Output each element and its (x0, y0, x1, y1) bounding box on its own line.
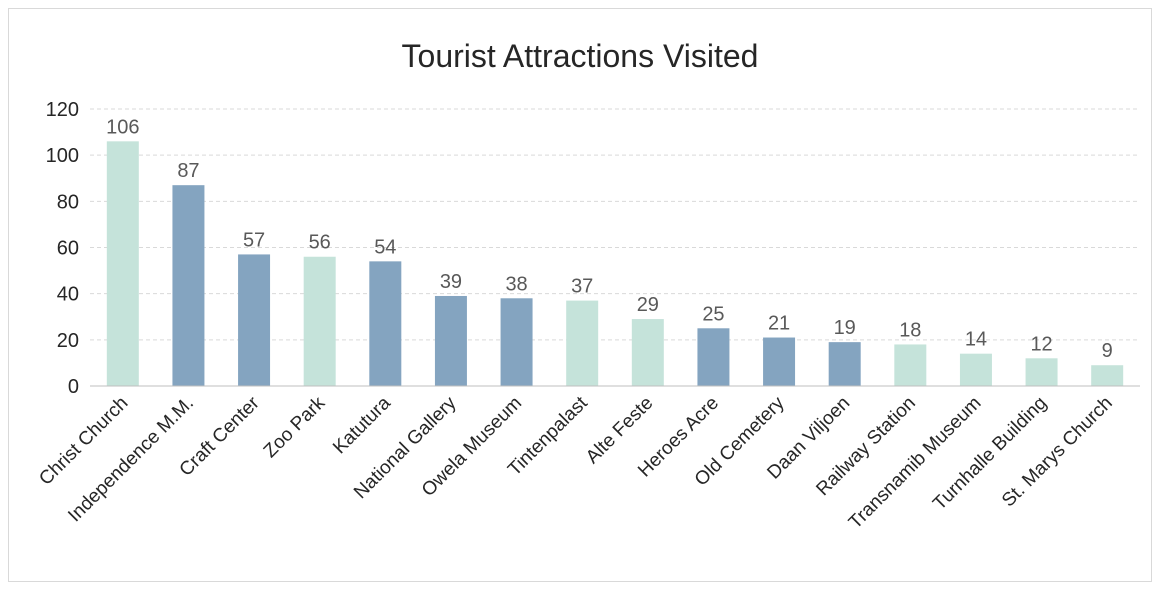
bar (894, 344, 927, 386)
data-label: 19 (834, 317, 856, 339)
bar (303, 256, 336, 386)
bar (172, 185, 205, 386)
bar (500, 298, 533, 386)
y-tick-label: 20 (57, 330, 79, 352)
data-label: 21 (768, 313, 790, 335)
bars (106, 141, 1124, 386)
data-label: 25 (702, 303, 724, 325)
y-tick-label: 120 (46, 99, 79, 121)
chart-title: Tourist Attractions Visited (402, 38, 759, 74)
x-tick-label: Independence M.M. (64, 393, 198, 527)
y-axis-ticks: 0 20 40 60 80 100 120 (46, 99, 79, 398)
data-label: 9 (1102, 340, 1113, 362)
bar (1091, 365, 1124, 386)
data-label: 56 (309, 232, 331, 254)
bar (697, 328, 730, 386)
data-label: 87 (177, 160, 199, 182)
data-label: 54 (374, 236, 396, 258)
bar (1025, 358, 1058, 386)
x-tick-label: Transnamib Museum (845, 393, 986, 534)
x-tick-label: Katutura (329, 392, 395, 458)
data-labels: 106 87 57 56 54 39 38 37 29 25 21 19 18 14 12 9 (106, 116, 1113, 362)
y-tick-label: 0 (68, 376, 79, 398)
data-label: 106 (106, 116, 139, 138)
x-tick-label: Turnhalle Building (929, 393, 1051, 515)
data-label: 12 (1030, 333, 1052, 355)
y-tick-label: 60 (57, 238, 79, 260)
y-tick-label: 80 (57, 191, 79, 213)
data-label: 38 (505, 273, 527, 295)
data-label: 29 (637, 294, 659, 316)
bar (369, 261, 402, 386)
data-label: 18 (899, 319, 921, 341)
data-label: 57 (243, 229, 265, 251)
data-label: 14 (965, 329, 987, 351)
bar (959, 353, 992, 386)
bar (238, 254, 271, 386)
bar (631, 319, 664, 386)
bar (106, 141, 139, 386)
x-tick-label: Zoo Park (260, 392, 330, 462)
bar (566, 300, 599, 386)
bar (434, 295, 467, 386)
data-label: 39 (440, 271, 462, 293)
data-label: 37 (571, 276, 593, 298)
x-tick-label: St. Marys Church (998, 393, 1117, 512)
y-tick-label: 40 (57, 284, 79, 306)
bar (763, 337, 796, 386)
bar (828, 342, 861, 386)
y-tick-label: 100 (46, 145, 79, 167)
